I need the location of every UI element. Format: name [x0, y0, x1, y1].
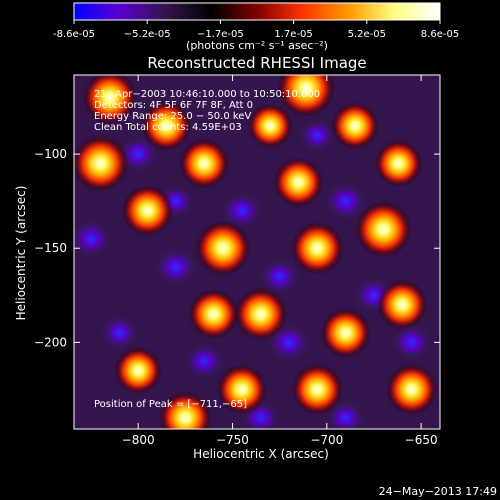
- heatmap-hot-region: [141, 100, 192, 151]
- heatmap-hot-region: [331, 102, 379, 150]
- colorbar-tick-label: -8.6e-05: [53, 29, 95, 40]
- heatmap-cold-region: [297, 117, 338, 153]
- x-tick-label: −700: [310, 433, 343, 447]
- annotation-line: Detectors: 4F 5F 6F 7F 8F, Att 0: [94, 100, 253, 111]
- x-axis-label: Heliocentric X (arcsec): [193, 447, 329, 461]
- chart-title: Reconstructed RHESSI Image: [147, 54, 366, 72]
- colorbar: [73, 2, 441, 21]
- heatmap-cold-region: [153, 246, 199, 288]
- heatmap-hot-region: [158, 391, 212, 429]
- annotation-line: Energy Range: 25.0 − 50.0 keV: [94, 111, 251, 122]
- heatmap-image: [74, 75, 438, 429]
- x-tick-label: −750: [216, 433, 249, 447]
- heatmap-cold-region: [389, 322, 434, 362]
- x-tick-label: −650: [405, 433, 438, 447]
- heatmap-hot-region: [114, 346, 162, 395]
- heatmap-cold-region: [257, 256, 302, 297]
- footer-timestamp: 24−May−2013 17:49: [379, 485, 497, 498]
- y-tick-label: −100: [34, 147, 67, 161]
- heatmap-hot-region: [188, 289, 239, 340]
- heatmap-hot-region: [273, 157, 324, 208]
- heatmap-hot-region: [121, 184, 174, 237]
- heatmap-hot-region: [216, 364, 267, 415]
- y-tick-label: −200: [34, 335, 67, 349]
- heatmap-cold-region: [182, 341, 226, 381]
- heatmap-cold-region: [98, 314, 141, 352]
- info-annotations: 21−Apr−2003 10:46:10.000 to 10:50:10.000…: [94, 89, 320, 410]
- heatmap-hot-region: [277, 75, 336, 118]
- y-tick-label: −150: [34, 241, 67, 255]
- y-axis-label: Heliocentric Y (arcsec): [14, 186, 28, 321]
- annotation-line: Clean Total counts: 4.59E+03: [94, 122, 242, 133]
- heatmap-cold-region: [74, 218, 114, 260]
- colorbar-tick-label: 8.6e-05: [421, 29, 459, 40]
- annotation-line: 21−Apr−2003 10:46:10.000 to 10:50:10.000: [94, 89, 320, 100]
- colorbar-tick-label: −1.7e-05: [197, 29, 244, 40]
- colorbar-tick-label: 5.2e-05: [348, 29, 386, 40]
- heatmap-hot-region: [195, 220, 251, 276]
- colorbar-unit-label: (photons cm⁻² s⁻¹ asec⁻²): [186, 39, 328, 52]
- axis-ticks: −800 −750 −700 −650 −100 −150 −200: [34, 75, 440, 447]
- heatmap-hot-region: [234, 287, 288, 341]
- colorbar-ticks: -8.6e-05 −5.2e-05 −1.7e-05 1.7e-05 5.2e-05 8.…: [53, 20, 459, 40]
- heatmap-hot-region: [320, 307, 371, 359]
- heatmap-cold-region: [322, 180, 369, 222]
- peak-position-label: Position of Peak = [−711,−65]: [94, 399, 247, 410]
- heatmap-hot-region: [385, 363, 438, 416]
- heatmap-cold-region: [219, 190, 265, 231]
- heatmap-hot-region: [291, 363, 344, 416]
- heatmap-hot-region: [290, 221, 344, 275]
- heatmap-hot-region: [74, 135, 129, 192]
- colorbar-tick-label: 1.7e-05: [274, 29, 312, 40]
- heatmap-hot-region: [377, 279, 428, 330]
- colorbar-tick-label: −5.2e-05: [124, 29, 171, 40]
- heatmap-hot-region: [82, 75, 137, 125]
- heatmap-hot-region: [247, 103, 293, 149]
- plot-frame: [73, 74, 441, 430]
- x-tick-label: −800: [122, 433, 155, 447]
- heatmap-hot-region: [355, 201, 412, 258]
- heatmap-hot-region: [374, 139, 423, 188]
- heatmap-hot-region: [179, 138, 230, 189]
